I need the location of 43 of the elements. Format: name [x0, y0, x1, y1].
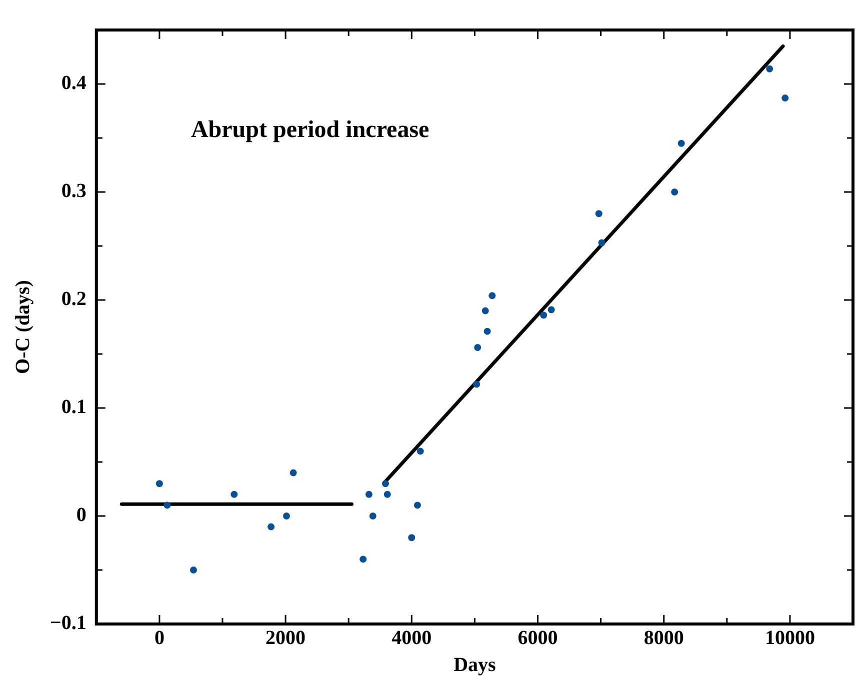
- x-axis-title: Days: [454, 654, 496, 676]
- point: [230, 490, 238, 498]
- y-tick-label: 0.3: [61, 180, 86, 202]
- point: [473, 380, 480, 388]
- x-tick-label: 0: [154, 627, 164, 650]
- point: [678, 140, 685, 147]
- x-tick-label: 2000: [266, 627, 306, 650]
- x-tick-label: 8000: [644, 627, 684, 650]
- y-axis-title: O-C (days): [12, 280, 34, 374]
- point: [671, 188, 678, 196]
- point: [598, 239, 606, 246]
- point: [482, 307, 489, 314]
- point: [548, 306, 555, 314]
- point: [414, 502, 421, 509]
- point: [365, 490, 372, 498]
- point: [369, 512, 376, 520]
- y-tick-label: −0.1: [50, 612, 86, 634]
- point: [474, 344, 482, 352]
- point: [540, 312, 548, 319]
- point: [782, 94, 789, 102]
- point: [384, 490, 391, 498]
- point: [416, 448, 424, 455]
- point: [268, 523, 275, 530]
- point: [156, 480, 163, 488]
- point: [766, 65, 774, 72]
- point: [382, 480, 389, 488]
- annotation: Abrupt period increase: [190, 117, 430, 144]
- point: [190, 566, 197, 574]
- y-tick-label: 0.2: [61, 288, 86, 310]
- point: [488, 292, 496, 300]
- point: [282, 512, 290, 520]
- point: [360, 556, 367, 563]
- point: [290, 469, 297, 476]
- point: [408, 534, 416, 542]
- y-tick-label: 0.4: [61, 72, 86, 94]
- point: [164, 502, 171, 509]
- x-tick-label: 6000: [518, 627, 558, 650]
- x-tick-label: 10000: [764, 627, 815, 650]
- y-tick-label: 0: [76, 504, 86, 526]
- y-tick-label: 0.1: [61, 396, 86, 418]
- point: [595, 210, 602, 218]
- x-tick-label: 4000: [392, 627, 432, 650]
- point: [484, 328, 491, 335]
